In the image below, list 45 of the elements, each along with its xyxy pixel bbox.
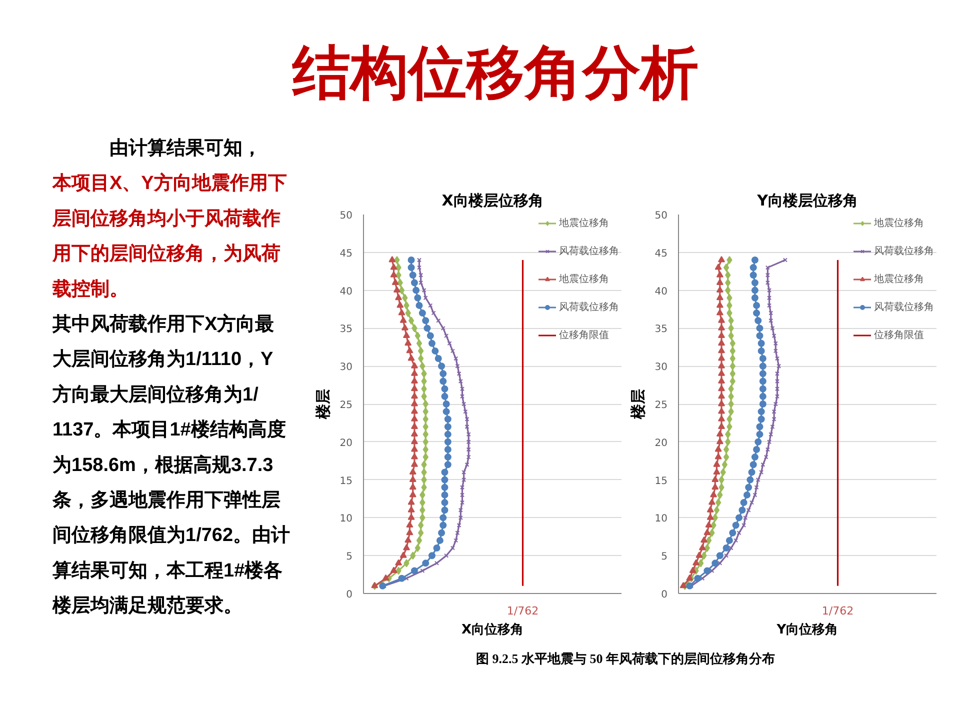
y-tick-label: 35	[654, 324, 668, 336]
x-axis-title: X向位移角	[461, 622, 524, 638]
y-tick-label: 40	[654, 286, 668, 298]
y-tick-label: 0	[346, 590, 353, 600]
y-tick-label: 25	[340, 400, 353, 411]
y-tick-label: 5	[346, 552, 353, 563]
text: 其中风荷载作用下X方向最大层间位移角为1/1110，Y方向最大层间位移角为1/ 1137。本项目1#楼结构高度为158.6m，根据高规3.7.3条，多遇地震作用下弹性层间位移角限值为1/762。由计算结果可知，本工程1#楼各楼层均满足规范要求。	[52, 314, 290, 617]
y-tick-label: 45	[340, 248, 353, 260]
y-tick-label: 10	[654, 514, 668, 525]
legend-label: 地震位移角	[874, 216, 924, 230]
y-tick-label: 50	[654, 210, 668, 222]
legend-label: 风荷载位移角	[559, 244, 619, 258]
y-tick-label: 50	[340, 210, 353, 222]
chart-title: X向楼层位移角	[442, 192, 544, 210]
y-tick-label: 20	[340, 438, 353, 449]
y-tick-label: 35	[340, 324, 353, 336]
text: 1/762	[822, 604, 854, 618]
x-axis-title: Y向位移角	[776, 622, 838, 638]
y-tick-label: 45	[654, 248, 668, 260]
y-tick-label: 40	[340, 286, 353, 298]
y-tick-label: 15	[340, 476, 353, 487]
y-tick-label: 30	[340, 362, 353, 374]
legend-label: 地震位移角	[559, 216, 609, 230]
y-tick-label: 30	[654, 362, 668, 374]
caption: 图 9.2.5 水平地震与 50 年风荷载下的层间位移角分布	[476, 651, 775, 666]
legend-label: 风荷载位移角	[559, 300, 619, 314]
y-tick-label: 25	[654, 400, 668, 411]
y-tick-label: 20	[654, 438, 668, 449]
y-axis-title: 楼层	[628, 389, 647, 420]
y-tick-label: 5	[661, 552, 668, 563]
text: 1/762	[506, 604, 539, 618]
text: 本项目X、Y方向地震作用下层间位移角均小于风荷载作用下的层间位移角，为风荷载控制。	[52, 172, 287, 300]
legend-label: 位移角限值	[874, 329, 924, 342]
chart-title: Y向楼层位移角	[756, 192, 858, 210]
text: 由计算结果可知，	[110, 137, 262, 159]
legend-label: 风荷载位移角	[874, 244, 934, 258]
legend-label: 风荷载位移角	[874, 300, 934, 314]
y-axis-title: 楼层	[314, 389, 332, 420]
legend-label: 位移角限值	[559, 329, 609, 342]
y-tick-label: 0	[661, 590, 668, 600]
y-tick-label: 15	[654, 476, 668, 487]
y-tick-label: 10	[340, 514, 353, 525]
text: 结构位移角分析	[292, 38, 698, 106]
legend-label: 地震位移角	[559, 272, 609, 286]
legend-label: 地震位移角	[874, 272, 924, 286]
